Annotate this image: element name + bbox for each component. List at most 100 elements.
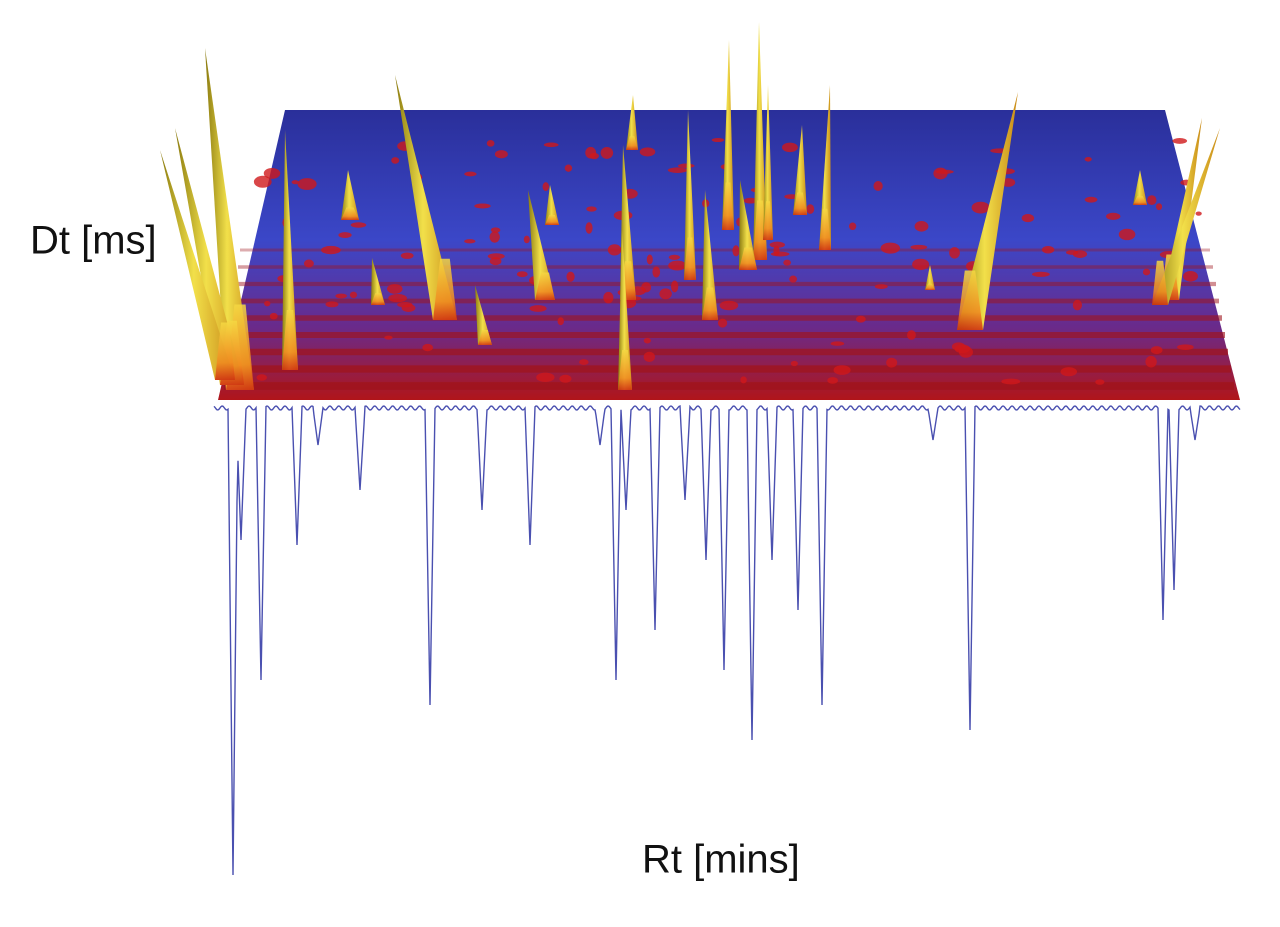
surface-spike-base: [819, 208, 831, 250]
surface-blob: [1095, 379, 1105, 385]
surface-spike: [763, 85, 773, 240]
surface-blob: [1084, 196, 1098, 203]
surface-blob: [559, 374, 572, 383]
surface-spike: [925, 265, 935, 290]
surface-blob: [1060, 367, 1078, 377]
x-axis-label: Rt [mins]: [642, 838, 800, 882]
surface-blob: [1172, 137, 1188, 144]
surface-spike: [702, 190, 718, 320]
surface-blob: [400, 252, 414, 259]
surface-blob: [397, 302, 413, 308]
surface-blob: [1142, 268, 1151, 276]
surface-plane: [218, 110, 1240, 400]
surface-blob: [668, 254, 681, 260]
surface-spike: [684, 110, 696, 280]
surface-blob: [388, 294, 407, 303]
surface-spike-base: [433, 258, 457, 320]
surface-blob: [711, 138, 725, 143]
surface-blob: [603, 291, 614, 304]
surface-blob: [855, 315, 866, 323]
surface-blob: [291, 180, 299, 185]
surface-blob: [773, 245, 780, 256]
surface-blob: [652, 266, 661, 278]
surface-spike: [722, 40, 734, 230]
surface-spike-base: [371, 293, 385, 305]
surface-spike-base: [215, 322, 235, 380]
surface-spike-base: [722, 182, 734, 230]
surface-blob: [873, 181, 883, 191]
surface-blob: [806, 204, 815, 214]
surface-blob: [516, 271, 528, 278]
surface-spike: [175, 128, 244, 385]
surface-blob: [914, 221, 929, 232]
surface-blob: [585, 146, 597, 159]
surface-blob: [732, 245, 740, 257]
surface-spike: [819, 85, 831, 250]
surface-spike: [620, 145, 636, 300]
surface-spike-base: [1152, 260, 1168, 305]
surface-blob: [253, 175, 272, 188]
surface-spike-base: [341, 207, 359, 220]
surface-blob: [1065, 250, 1079, 255]
surface-blob: [564, 164, 573, 172]
surface-spike-base: [739, 247, 757, 270]
surface-blob: [1155, 203, 1163, 211]
surface-blob: [269, 312, 278, 320]
surface-blob: [523, 235, 530, 244]
surface-blob: [1147, 195, 1157, 206]
surface-blob: [386, 284, 403, 294]
surface-spike-base: [282, 310, 298, 370]
surface-blob: [384, 335, 393, 340]
surface-blob: [789, 275, 797, 283]
surface-blob: [1177, 344, 1194, 351]
surface-spike-base: [925, 283, 935, 290]
surface-blob: [954, 344, 971, 354]
surface-spike-base: [618, 350, 632, 390]
surface-blob: [579, 359, 589, 366]
surface-spike: [618, 230, 632, 390]
surface-spike: [160, 150, 235, 380]
y-axis-label: Dt [ms]: [30, 219, 157, 263]
surface-blob: [1031, 271, 1050, 277]
surface-spike-base: [793, 192, 807, 215]
surface-blob: [349, 291, 358, 299]
surface-blob: [933, 167, 948, 180]
surface-blob: [1183, 270, 1198, 282]
surface-blob: [740, 376, 747, 384]
surface-blob: [543, 142, 559, 148]
surface-blob: [912, 258, 930, 271]
surface-blob: [536, 372, 555, 382]
surface-blob: [1150, 346, 1163, 355]
surface-blob: [489, 231, 500, 243]
surface-blob: [529, 305, 547, 312]
surface-blob: [464, 171, 477, 177]
surface-blob: [303, 259, 314, 268]
surface-spike: [371, 258, 385, 305]
surface-blob: [743, 197, 758, 204]
surface-blob: [677, 163, 695, 169]
surface-blob: [971, 201, 990, 214]
surface-blob: [719, 300, 739, 311]
surface-blob: [1072, 299, 1083, 311]
surface-blob: [422, 343, 434, 352]
surface-blob: [297, 178, 317, 190]
surface-blob: [350, 222, 367, 228]
surface-blob: [643, 337, 651, 344]
surface-blob: [486, 140, 495, 147]
surface-blob: [264, 300, 271, 307]
surface-blob: [487, 253, 505, 260]
surface-blob: [1041, 245, 1055, 254]
surface-blob: [263, 167, 281, 179]
surface-blob: [256, 374, 267, 381]
surface-spike: [626, 95, 638, 150]
surface-blob: [671, 280, 679, 293]
surface-spike: [1152, 128, 1220, 305]
surface-blob: [542, 182, 549, 191]
surface-blob: [1145, 355, 1157, 368]
surface-blob: [600, 146, 614, 159]
surface: [160, 22, 1240, 400]
surface-spike-base: [626, 136, 638, 150]
surface-spike-base: [535, 272, 555, 300]
